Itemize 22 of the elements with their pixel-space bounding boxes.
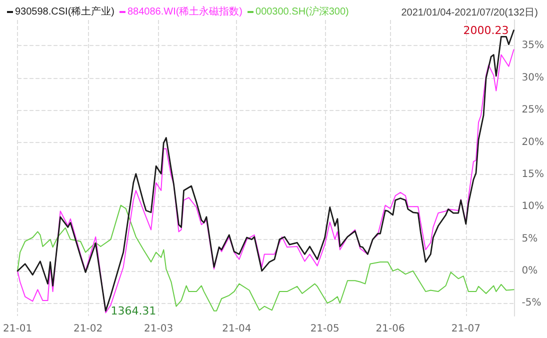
y-tick-label: 20%: [522, 136, 544, 148]
x-tick-label: 21-06: [376, 324, 405, 334]
legend-label: 930598.CSI(稀土产业): [15, 6, 114, 18]
legend-label: 000300.SH(沪深300): [256, 6, 349, 18]
y-tick-label: -5%: [522, 298, 542, 309]
x-tick-label: 21-04: [222, 324, 252, 334]
x-tick-label: 21-02: [74, 324, 103, 334]
chart-title: 2021/01/04-2021/07/20(132日): [401, 8, 538, 18]
annotation: 1364.31: [110, 304, 156, 318]
annotation: 2000.23: [463, 24, 509, 37]
x-tick-label: 21-07: [451, 324, 480, 334]
y-tick-label: 25%: [522, 104, 544, 116]
x-tick-label: 21-05: [310, 324, 340, 334]
y-tick-label: 0%: [522, 265, 538, 276]
x-tick-label: 21-01: [3, 324, 32, 334]
y-tick-label: 5%: [522, 233, 538, 244]
y-tick-label: 15%: [522, 168, 544, 180]
x-tick-label: 21-03: [144, 324, 174, 334]
y-tick-label: 35%: [522, 40, 544, 52]
y-tick-label: 30%: [522, 72, 544, 84]
legend-label: 884086.WI(稀土永磁指数): [127, 6, 243, 18]
y-tick-label: 10%: [522, 201, 544, 212]
